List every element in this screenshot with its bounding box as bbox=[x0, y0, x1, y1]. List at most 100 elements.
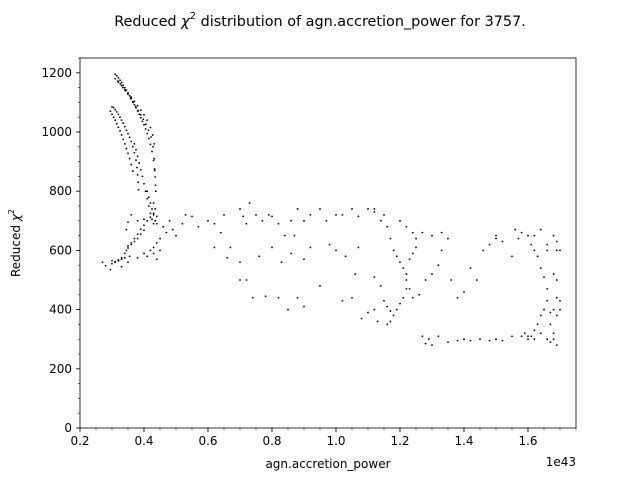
data-point bbox=[351, 296, 353, 299]
data-point bbox=[469, 339, 472, 342]
data-point bbox=[549, 323, 552, 326]
data-point bbox=[389, 310, 392, 312]
data-point bbox=[277, 222, 280, 225]
data-point bbox=[154, 219, 157, 222]
data-point bbox=[131, 145, 134, 148]
data-point bbox=[143, 229, 145, 232]
data-point bbox=[143, 113, 145, 116]
data-point bbox=[344, 255, 347, 258]
data-point bbox=[152, 202, 155, 204]
data-point bbox=[146, 190, 149, 193]
data-point bbox=[207, 219, 209, 222]
data-point bbox=[303, 258, 305, 261]
y-tick-label: 0 bbox=[64, 421, 72, 435]
data-point bbox=[114, 73, 117, 76]
data-point bbox=[101, 261, 104, 264]
data-point bbox=[555, 279, 558, 281]
data-point bbox=[123, 86, 126, 89]
data-point bbox=[155, 215, 158, 218]
data-point bbox=[389, 320, 392, 323]
data-point bbox=[133, 151, 136, 154]
data-point bbox=[373, 211, 376, 213]
data-point bbox=[290, 252, 293, 255]
data-point bbox=[552, 338, 555, 341]
data-point bbox=[248, 202, 251, 204]
data-point bbox=[127, 245, 129, 247]
data-point bbox=[495, 237, 497, 240]
data-point bbox=[159, 249, 161, 252]
data-point bbox=[431, 273, 433, 275]
data-point bbox=[383, 299, 385, 302]
data-point bbox=[133, 142, 136, 145]
y-axis-minor-ticks bbox=[78, 57, 80, 429]
data-point bbox=[111, 113, 113, 116]
data-point bbox=[424, 279, 427, 281]
data-point bbox=[137, 109, 140, 112]
data-point bbox=[133, 237, 136, 240]
data-point bbox=[309, 246, 312, 249]
y-axis-label-superscript: 2 bbox=[7, 209, 16, 214]
data-point bbox=[450, 279, 453, 281]
data-point bbox=[142, 118, 145, 121]
data-point bbox=[523, 332, 526, 335]
data-point bbox=[213, 246, 216, 249]
data-point bbox=[475, 279, 478, 281]
x-tick-label: 0.2 bbox=[70, 434, 89, 448]
data-point bbox=[255, 213, 257, 216]
data-point bbox=[144, 190, 147, 193]
data-point bbox=[151, 218, 153, 221]
data-point bbox=[539, 314, 542, 317]
x-tick-label: 1.4 bbox=[454, 434, 473, 448]
data-point bbox=[431, 234, 433, 237]
data-point bbox=[139, 116, 142, 119]
data-point bbox=[226, 256, 229, 259]
data-point bbox=[399, 261, 401, 264]
data-point bbox=[127, 261, 129, 264]
data-point bbox=[119, 79, 121, 82]
x-axis-minor-ticks bbox=[79, 428, 577, 430]
data-point bbox=[242, 215, 245, 218]
data-point bbox=[143, 124, 145, 126]
y-tick-label: 800 bbox=[49, 184, 72, 198]
data-point bbox=[447, 237, 449, 240]
data-point bbox=[559, 249, 561, 252]
data-point bbox=[517, 237, 520, 240]
data-point bbox=[128, 94, 131, 97]
data-point bbox=[139, 168, 142, 171]
data-point bbox=[119, 129, 121, 132]
data-point bbox=[147, 137, 150, 140]
chart-title-chi-symbol: χ bbox=[180, 14, 190, 30]
data-point bbox=[151, 134, 154, 136]
data-point bbox=[149, 249, 152, 252]
data-point bbox=[184, 213, 187, 216]
data-point bbox=[153, 157, 156, 160]
data-point bbox=[546, 243, 549, 246]
data-point bbox=[139, 233, 142, 236]
data-point bbox=[555, 344, 558, 347]
data-point bbox=[154, 184, 157, 187]
data-point bbox=[555, 296, 558, 299]
data-point bbox=[511, 335, 513, 338]
data-point bbox=[482, 249, 485, 252]
data-point bbox=[283, 234, 286, 237]
data-point bbox=[125, 228, 128, 231]
data-point bbox=[552, 234, 555, 237]
data-point bbox=[520, 335, 523, 338]
data-point bbox=[147, 205, 150, 207]
data-point bbox=[386, 305, 389, 308]
data-point bbox=[424, 342, 427, 345]
data-point bbox=[421, 231, 424, 234]
data-point bbox=[261, 219, 264, 222]
data-point bbox=[267, 213, 270, 216]
data-point bbox=[115, 110, 118, 113]
data-point bbox=[123, 252, 126, 255]
data-point bbox=[290, 219, 293, 222]
x-tick-label: 1.2 bbox=[390, 434, 409, 448]
data-point bbox=[115, 122, 118, 125]
data-point bbox=[159, 237, 161, 240]
data-point bbox=[119, 83, 122, 85]
data-point bbox=[152, 246, 155, 249]
data-point bbox=[136, 166, 138, 169]
data-point bbox=[152, 252, 155, 255]
